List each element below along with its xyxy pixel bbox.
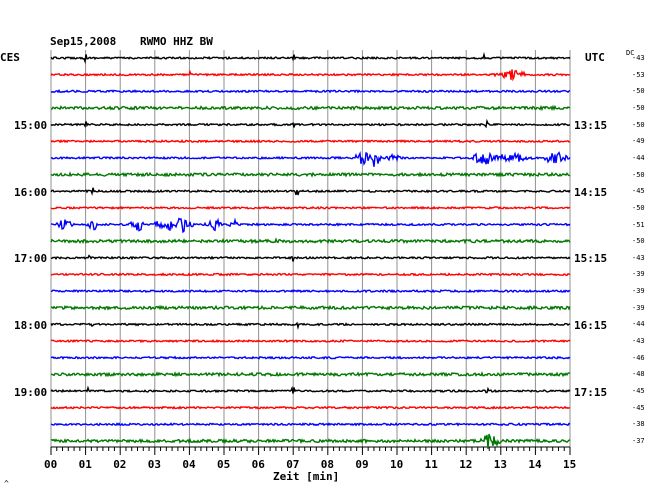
dc-value: -44 — [632, 153, 645, 162]
dc-value: -43 — [632, 337, 645, 345]
x-tick-label: 11 — [424, 458, 438, 471]
trace-line — [50, 422, 571, 427]
trace-line — [50, 272, 571, 277]
trace-line — [50, 151, 571, 167]
dc-value: -45 — [632, 387, 645, 395]
right-timezone-label: UTC — [585, 51, 605, 64]
left-timezone-label: CES — [0, 51, 20, 64]
date-label: Sep15,2008 — [50, 35, 117, 48]
trace-line — [50, 339, 571, 344]
x-tick-label: 02 — [113, 458, 127, 471]
dc-value: -50 — [632, 87, 645, 96]
right-hour-label: 14:15 — [574, 186, 608, 199]
left-hour-label: 17:00 — [14, 252, 48, 265]
x-tick-label: 01 — [78, 458, 92, 471]
dc-value: -48 — [632, 370, 645, 379]
trace-line — [50, 139, 571, 144]
right-hour-label: 13:15 — [574, 119, 608, 132]
trace-line — [50, 385, 571, 394]
dc-value: -43 — [632, 54, 645, 62]
trace-line — [50, 371, 571, 378]
dc-value: -39 — [632, 270, 645, 279]
trace-line — [50, 217, 571, 234]
left-hour-label: 16:00 — [14, 186, 48, 199]
left-hour-label: 19:00 — [14, 386, 48, 399]
x-tick-label: 03 — [147, 458, 162, 471]
dc-value: -49 — [632, 137, 645, 146]
trace-line — [50, 405, 571, 410]
dc-value: -50 — [632, 203, 645, 212]
x-tick-label: 09 — [355, 458, 369, 471]
dc-value: -46 — [632, 353, 645, 362]
x-tick-label: 13 — [493, 458, 508, 471]
dc-value: -43 — [632, 253, 645, 262]
trace-line — [50, 433, 571, 449]
time-axis — [50, 447, 571, 455]
dc-value: -44 — [632, 320, 645, 329]
dc-value: -50 — [632, 103, 645, 112]
trace-line — [50, 205, 571, 210]
trace-line — [50, 304, 571, 311]
x-tick-label: 15 — [563, 458, 577, 471]
left-hour-label: 15:00 — [14, 119, 48, 132]
trace-line — [50, 69, 571, 82]
dc-value: -39 — [632, 287, 645, 296]
minute-grid — [50, 50, 571, 448]
dc-value: -38 — [632, 420, 645, 429]
x-tick-label: 04 — [182, 458, 196, 471]
trace-line — [50, 237, 571, 245]
x-tick-label: 12 — [459, 458, 473, 471]
seismic-traces — [50, 51, 571, 449]
trace-line — [50, 321, 571, 330]
x-tick-label: 07 — [286, 458, 300, 471]
trace-line — [50, 187, 571, 197]
x-tick-label: 00 — [44, 458, 58, 471]
trace-line — [50, 171, 571, 178]
dc-value: -37 — [632, 436, 645, 445]
x-tick-label: 06 — [251, 458, 265, 471]
left-hour-label: 18:00 — [14, 319, 48, 332]
right-hour-label: 15:15 — [574, 252, 608, 265]
right-hour-label: 17:15 — [574, 386, 608, 399]
dc-value: -50 — [632, 170, 645, 179]
dc-header-label: DC — [626, 49, 635, 57]
trace-line — [50, 355, 571, 360]
x-axis-title: Zeit [min] — [273, 470, 340, 483]
trace-line — [50, 288, 571, 294]
trace-line — [50, 104, 571, 112]
trace-line — [50, 118, 570, 129]
x-tick-label: 10 — [390, 458, 404, 471]
right-hour-label: 16:15 — [574, 319, 608, 332]
dc-value: -53 — [632, 70, 645, 79]
corner-mark: ^ — [4, 479, 9, 488]
station-label: RWMO HHZ BW — [140, 35, 213, 48]
trace-line — [50, 89, 571, 94]
x-tick-label: 05 — [217, 458, 231, 471]
dc-value: -50 — [632, 120, 645, 129]
dc-value: -51 — [632, 220, 645, 229]
dc-value: -45 — [632, 187, 645, 196]
trace-line — [50, 51, 571, 65]
trace-line — [50, 254, 571, 262]
x-tick-label: 08 — [320, 458, 335, 471]
dc-value: -39 — [632, 303, 645, 312]
dc-value: -45 — [632, 403, 645, 412]
x-tick-label: 14 — [528, 458, 542, 471]
dc-value: -50 — [632, 237, 645, 246]
